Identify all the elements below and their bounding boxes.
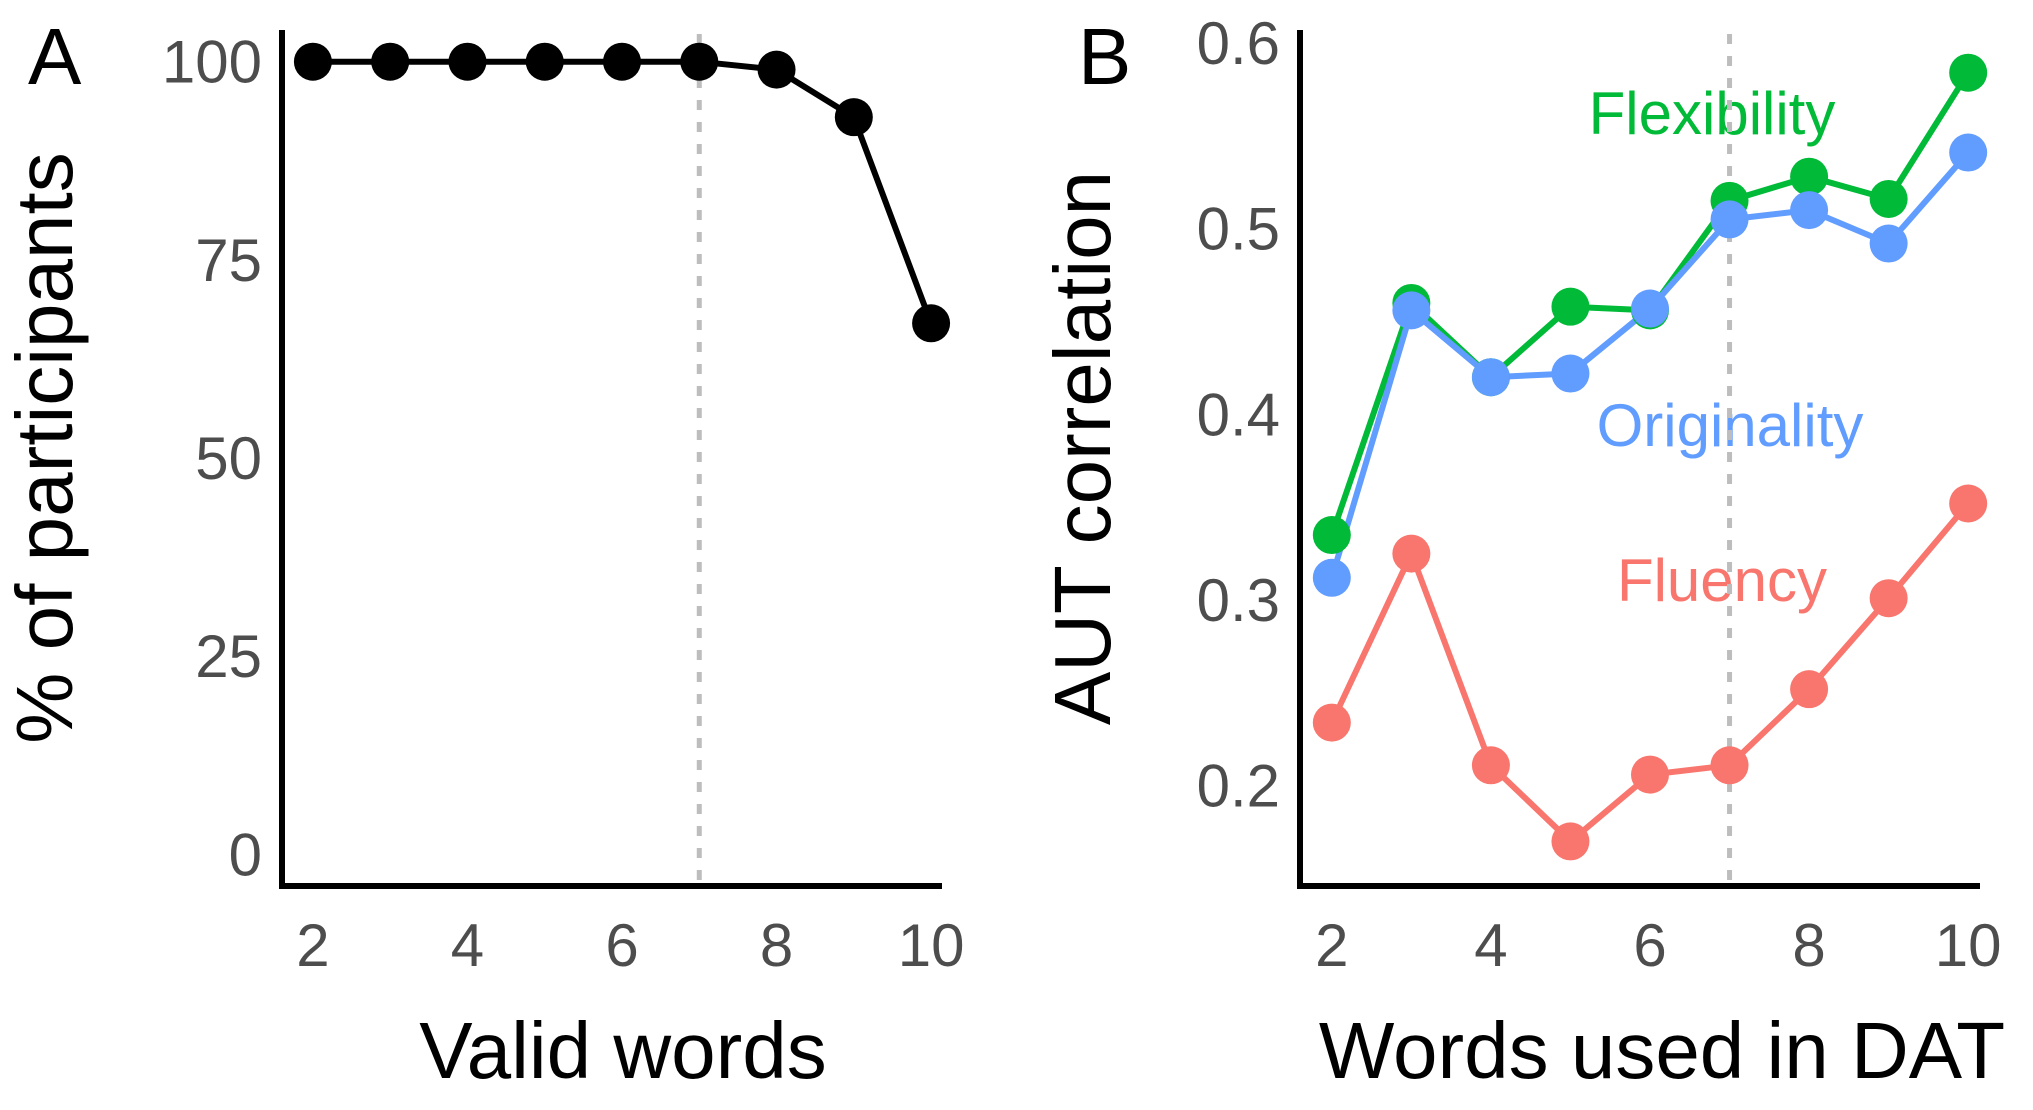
panel-b-y-tick-label: 0.4 [1197,381,1280,448]
series-label-flexibility: Flexibility [1589,80,1836,147]
panel-letter-b: B [1078,12,1131,101]
panel-b-series-originality-point [1869,224,1908,263]
panel-a-x-tick-label: 2 [296,912,329,979]
panel-a-series-line-point [912,304,951,343]
panel-b-plot-area: 2 4 6 8 10 0.2 0.3 0.4 0.5 0.6 [1197,10,2002,979]
panel-b: B AUT correlation Words used in DAT Flex… [1038,10,2005,1095]
panel-b-series-fluency-point [1392,534,1431,573]
panel-b-series-flexibility-point [1869,179,1908,218]
panel-b-series-flexibility-point [1949,53,1988,92]
panel-b-y-tick-label: 0.6 [1197,10,1280,77]
panel-a-y-tick-label: 25 [195,623,262,690]
panel-b-series-flexibility-point [1790,157,1829,196]
panel-a-y-tick-label: 100 [162,29,262,96]
panel-a-series-line-line [312,58,934,325]
panel-a-y-axis-title: % of participants [0,152,89,743]
series-label-originality: Originality [1597,392,1864,459]
panel-b-series-fluency-point [1869,579,1908,618]
panel-b-series-fluency-point [1312,703,1351,742]
panel-b-series-originality-point [1392,291,1431,330]
panel-letter-a: A [28,12,82,101]
panel-a: A % of participants Valid words 2 4 6 8 1002… [0,12,964,1095]
panel-b-y-tick-label: 0.2 [1197,753,1280,820]
panel-a-x-tick-label: 8 [760,912,793,979]
panel-a-x-tick-label: 6 [605,912,638,979]
panel-b-x-tick-label: 4 [1474,912,1507,979]
panel-b-series-flexibility-point [1551,287,1590,326]
panel-a-series-line-point [371,42,410,81]
panel-b-x-tick-label: 8 [1792,912,1825,979]
panel-b-series-originality-point [1710,200,1749,239]
panel-a-y-tick-label: 0 [229,821,262,888]
panel-b-y-tick-label: 0.5 [1197,196,1280,263]
panel-b-series-fluency-point [1710,746,1749,785]
panel-b-series-fluency-point [1790,670,1829,709]
panel-a-x-axis-title: Valid words [419,1006,827,1095]
panel-a-series-line-point [834,98,873,137]
panel-b-x-tick-label: 2 [1315,912,1348,979]
panel-b-y-tick-label: 0.3 [1197,567,1280,634]
panel-a-x-tick-label: 4 [451,912,484,979]
panel-a-series-line-point [757,50,796,89]
panel-b-y-axis-title: AUT correlation [1038,171,1127,725]
panel-a-series-line-point [680,42,719,81]
panel-b-series-flexibility-point [1312,516,1351,555]
panel-a-series-line-point [293,42,332,81]
panel-b-series-originality-point [1471,358,1510,397]
panel-a-series-line-point [448,42,487,81]
panel-b-series-originality-point [1949,133,1988,172]
series-label-fluency: Fluency [1617,547,1827,614]
panel-b-x-axis-title: Words used in DAT [1319,1006,2005,1095]
panel-b-series-fluency-point [1631,755,1669,794]
panel-b-series-fluency-point [1471,746,1510,785]
panel-b-x-tick-label: 6 [1633,912,1666,979]
panel-a-y-tick-label: 50 [195,425,262,492]
panel-b-series-originality-point [1551,354,1590,393]
panel-b-series-originality-point [1312,558,1351,597]
panel-b-series-fluency-point [1551,822,1590,861]
panel-b-series-originality-point [1631,289,1669,328]
panel-b-series-originality-line [1328,150,1971,579]
panel-a-x-tick-label: 10 [898,912,965,979]
panel-a-y-tick-label: 75 [195,227,262,294]
panel-a-series-line-point [603,42,641,81]
panel-b-series-fluency-point [1949,484,1988,523]
panel-a-series-line-point [525,42,564,81]
panel-b-series-originality-point [1790,191,1829,230]
panel-b-x-tick-label: 10 [1935,912,2002,979]
